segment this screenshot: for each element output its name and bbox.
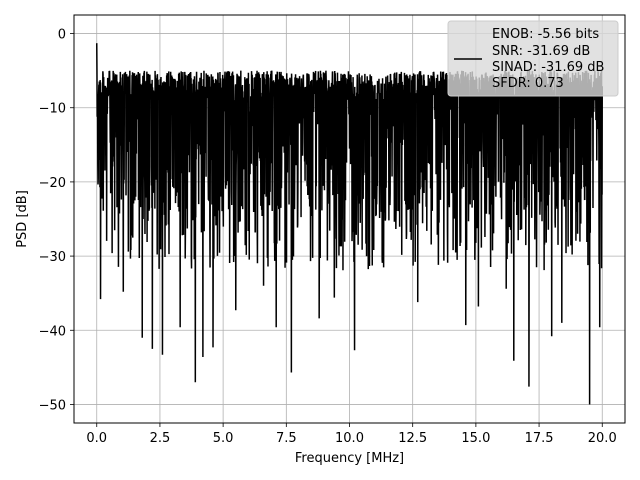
x-tick-label: 7.5 (276, 431, 297, 446)
x-axis-label: Frequency [MHz] (295, 451, 404, 466)
y-axis-label: PSD [dB] (15, 190, 30, 248)
y-tick-label: −10 (39, 102, 66, 117)
legend: ENOB: -5.56 bits SNR: -31.69 dB SINAD: -… (447, 20, 619, 97)
x-tick-label: 20.0 (588, 431, 617, 446)
legend-box (447, 20, 619, 97)
x-tick-label: 0.0 (86, 431, 107, 446)
y-tick-label: −20 (39, 176, 66, 191)
y-tick-label: −50 (39, 398, 66, 413)
x-tick-label: 17.5 (525, 431, 554, 446)
legend-enob: ENOB: -5.56 bits (492, 27, 599, 42)
x-tick-label: 10.0 (335, 431, 364, 446)
x-tick-label: 2.5 (150, 431, 171, 446)
y-tick-label: −30 (39, 250, 66, 265)
y-tick-label: 0 (58, 28, 66, 43)
legend-sinad: SINAD: -31.69 dB (492, 60, 604, 75)
x-tick-label: 5.0 (213, 431, 234, 446)
x-tick-label: 12.5 (398, 431, 427, 446)
x-tick-label: 15.0 (461, 431, 490, 446)
legend-snr: SNR: -31.69 dB (492, 44, 590, 59)
y-tick-label: −40 (39, 324, 66, 339)
ticks: 0.0 2.5 5.0 7.5 10.0 12.5 15.0 17.5 20.0 0 −10 −20 −… (39, 28, 617, 446)
legend-sfdr: SFDR: 0.73 (492, 76, 564, 91)
